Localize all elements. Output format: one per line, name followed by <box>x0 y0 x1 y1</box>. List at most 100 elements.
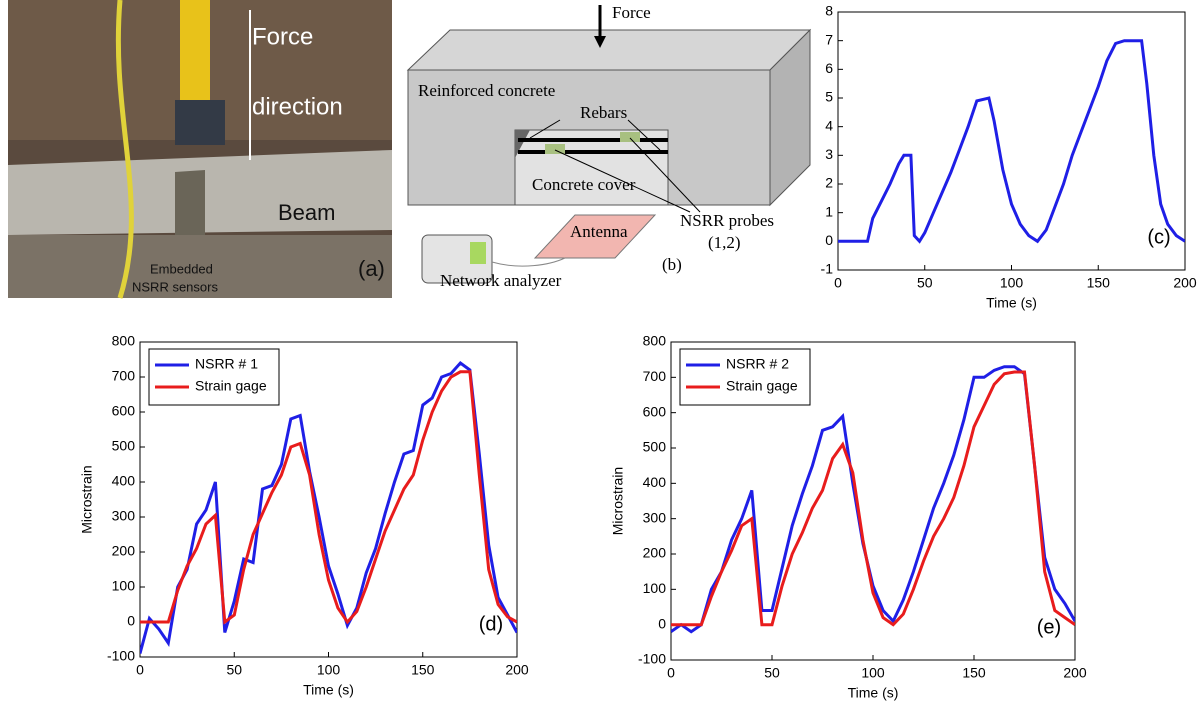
photo-sensor-patch <box>175 170 205 245</box>
plot-lines <box>671 365 1075 634</box>
data-line <box>671 370 1075 627</box>
x-tick-label: 200 <box>1173 275 1197 291</box>
photo-label: Beam <box>278 200 335 225</box>
x-tick-label: 0 <box>667 665 675 681</box>
y-tick-label: 3 <box>825 146 833 162</box>
y-tick-label: 200 <box>112 543 136 559</box>
cover <box>514 129 669 206</box>
x-tick-label: 100 <box>861 665 885 681</box>
diagram-label: (1,2) <box>708 233 741 252</box>
diagram-label: Concrete cover <box>532 175 636 194</box>
y-tick-label: 500 <box>643 439 667 455</box>
antenna <box>533 214 657 259</box>
y-tick-label: -100 <box>107 648 135 664</box>
y-axis-label: Microstrain <box>610 467 626 535</box>
y-tick-label: 4 <box>825 117 833 133</box>
y-tick-label: 300 <box>112 508 136 524</box>
force-arrowhead <box>594 36 606 48</box>
y-tick-label: 2 <box>825 175 833 191</box>
diagram-label: Rebars <box>580 103 627 122</box>
diagram-label: Antenna <box>570 222 628 241</box>
y-tick-label: 6 <box>825 60 833 76</box>
x-tick-label: 200 <box>1063 665 1087 681</box>
legend-label: NSRR # 2 <box>726 356 789 372</box>
x-tick-label: 50 <box>226 662 242 678</box>
panel-label: (c) <box>1147 226 1170 248</box>
photo-jack <box>180 0 210 110</box>
photo-label: direction <box>252 93 343 120</box>
legend-label: NSRR # 1 <box>195 356 258 372</box>
y-tick-label: 400 <box>643 474 667 490</box>
legend-label: Strain gage <box>195 378 267 394</box>
y-tick-label: 100 <box>643 580 667 596</box>
x-tick-label: 150 <box>411 662 435 678</box>
x-tick-label: 0 <box>136 662 144 678</box>
leader <box>529 119 561 139</box>
cable <box>491 257 566 267</box>
y-tick-label: 400 <box>112 473 136 489</box>
y-tick-label: 0 <box>127 613 135 629</box>
x-tick-label: 100 <box>317 662 341 678</box>
diagram-label: (b) <box>662 255 682 274</box>
y-tick-label: 7 <box>825 31 833 47</box>
x-tick-label: 150 <box>1087 275 1111 291</box>
diagram: Force Reinforced concrete Rebars Concret… <box>406 3 812 290</box>
data-line <box>140 370 517 625</box>
y-tick-label: 300 <box>643 509 667 525</box>
plot-lines <box>140 360 517 654</box>
photo-label: NSRR sensors <box>132 279 218 294</box>
y-tick-label: 800 <box>643 333 667 349</box>
diagram-label: Reinforced concrete <box>418 81 555 100</box>
y-tick-label: -100 <box>638 651 666 667</box>
data-line <box>140 360 517 654</box>
photo-label: (a) <box>358 256 385 281</box>
analyzer-screen <box>470 242 486 264</box>
y-tick-label: 8 <box>825 3 833 19</box>
plot-frame <box>837 11 1186 271</box>
x-tick-label: 200 <box>505 662 529 678</box>
y-tick-label: 0 <box>658 615 666 631</box>
data-line <box>838 39 1185 244</box>
y-axis-label: Microstrain <box>79 465 95 533</box>
probe <box>545 144 565 154</box>
box-top <box>406 29 812 71</box>
plot-lines <box>838 39 1185 244</box>
y-tick-label: 700 <box>643 368 667 384</box>
x-axis-label: Time (s) <box>303 682 354 698</box>
x-tick-label: 150 <box>962 665 986 681</box>
x-axis-label: Time (s) <box>986 295 1037 311</box>
y-tick-label: 800 <box>112 333 136 349</box>
y-tick-label: 600 <box>643 403 667 419</box>
photo: Force direction Beam Embedded NSRR senso… <box>8 0 392 299</box>
legend-box <box>148 348 280 406</box>
photo-cable <box>115 0 134 299</box>
x-axis-label: Time (s) <box>848 685 899 701</box>
y-tick-label: 0 <box>825 232 833 248</box>
x-tick-label: 50 <box>764 665 780 681</box>
x-tick-label: 100 <box>1000 275 1024 291</box>
legend-label: Strain gage <box>726 378 798 394</box>
panel-label: (e) <box>1037 616 1061 638</box>
photo-label: Embedded <box>150 261 213 276</box>
leader <box>554 149 691 213</box>
diagram-label: NSRR probes <box>680 211 774 230</box>
photo-load-head <box>175 100 225 145</box>
y-tick-label: 200 <box>643 545 667 561</box>
y-tick-label: 600 <box>112 403 136 419</box>
leader <box>629 137 701 213</box>
x-tick-label: 0 <box>834 275 842 291</box>
panel-label: (d) <box>479 613 503 635</box>
y-tick-label: -1 <box>821 261 834 277</box>
legend-box <box>679 348 811 406</box>
y-tick-label: 100 <box>112 578 136 594</box>
probe <box>620 132 640 142</box>
y-tick-label: 1 <box>825 203 833 219</box>
diagram-label: Network analyzer <box>440 271 562 290</box>
photo-label: Force <box>252 23 313 50</box>
leader <box>627 119 661 151</box>
photo-floor <box>8 235 392 298</box>
y-tick-label: 5 <box>825 89 833 105</box>
y-tick-label: 500 <box>112 438 136 454</box>
